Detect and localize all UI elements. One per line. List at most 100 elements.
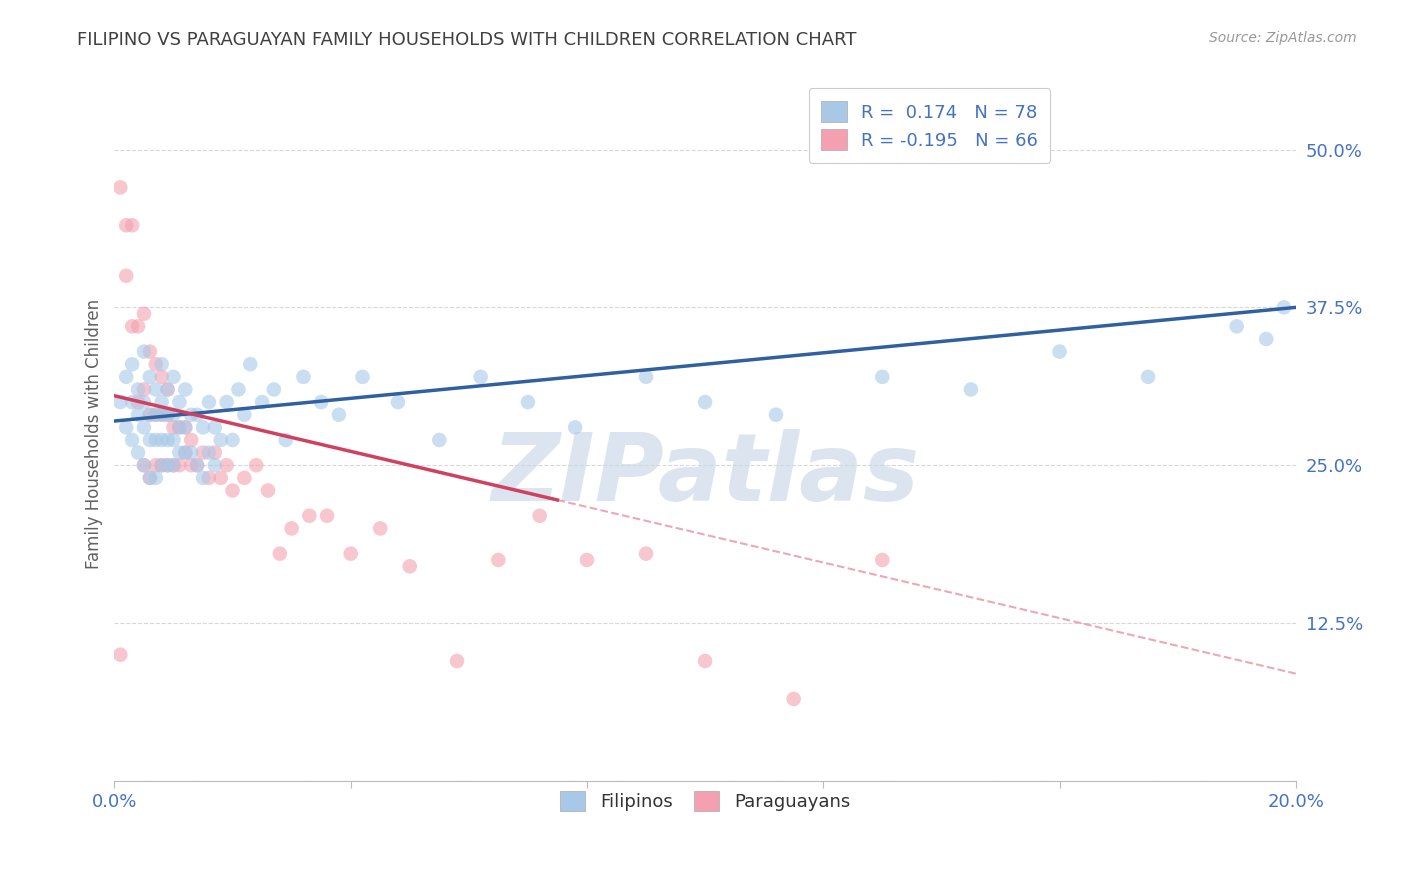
Point [132, 420, 155, 434]
Point [139, 471, 162, 485]
Point [209, 471, 232, 485]
Point [316, 508, 339, 523]
Point [204, 420, 226, 434]
Point [470, 369, 492, 384]
Text: Source: ZipAtlas.com: Source: ZipAtlas.com [1209, 31, 1357, 45]
Point [115, 420, 138, 434]
Point [145, 433, 167, 447]
Point [156, 433, 179, 447]
Point [132, 458, 155, 473]
Point [162, 420, 184, 434]
Point [162, 369, 184, 384]
Text: ZIPatlas: ZIPatlas [491, 429, 920, 521]
Point [115, 369, 138, 384]
Point [309, 395, 332, 409]
Point [121, 395, 143, 409]
Point [121, 357, 143, 371]
Point [127, 408, 149, 422]
Point [139, 344, 162, 359]
Point [516, 395, 538, 409]
Point [191, 445, 214, 459]
Point [257, 483, 280, 498]
Point [132, 458, 155, 473]
Point [150, 408, 173, 422]
Point [132, 344, 155, 359]
Point [150, 395, 173, 409]
Point [209, 433, 232, 447]
Point [634, 547, 657, 561]
Point [228, 383, 250, 397]
Point [115, 268, 138, 283]
Point [145, 471, 167, 485]
Point [239, 357, 262, 371]
Point [156, 458, 179, 473]
Point [960, 383, 983, 397]
Point [180, 458, 202, 473]
Point [872, 369, 894, 384]
Point [127, 319, 149, 334]
Point [693, 654, 716, 668]
Point [139, 369, 162, 384]
Point [339, 547, 361, 561]
Point [1226, 319, 1249, 334]
Point [115, 219, 138, 233]
Point [221, 483, 243, 498]
Point [693, 395, 716, 409]
Point [156, 408, 179, 422]
Point [150, 458, 173, 473]
Point [110, 648, 132, 662]
Point [564, 420, 586, 434]
Point [233, 408, 256, 422]
Point [132, 307, 155, 321]
Point [186, 458, 208, 473]
Point [150, 458, 173, 473]
Point [162, 458, 184, 473]
Point [169, 445, 191, 459]
Point [245, 458, 267, 473]
Point [368, 521, 391, 535]
Point [292, 369, 315, 384]
Point [575, 553, 598, 567]
Point [169, 395, 191, 409]
Point [139, 408, 162, 422]
Point [145, 408, 167, 422]
Point [169, 420, 191, 434]
Point [145, 357, 167, 371]
Point [186, 458, 208, 473]
Point [250, 395, 273, 409]
Point [139, 433, 162, 447]
Point [198, 471, 221, 485]
Point [233, 471, 256, 485]
Point [150, 369, 173, 384]
Point [328, 408, 350, 422]
Point [169, 420, 191, 434]
Point [162, 408, 184, 422]
Point [215, 458, 238, 473]
Point [169, 458, 191, 473]
Point [132, 395, 155, 409]
Point [110, 395, 132, 409]
Point [1256, 332, 1278, 346]
Point [145, 408, 167, 422]
Point [446, 654, 468, 668]
Point [162, 458, 184, 473]
Point [145, 383, 167, 397]
Legend: Filipinos, Paraguayans: Filipinos, Paraguayans [547, 778, 863, 824]
Text: FILIPINO VS PARAGUAYAN FAMILY HOUSEHOLDS WITH CHILDREN CORRELATION CHART: FILIPINO VS PARAGUAYAN FAMILY HOUSEHOLDS… [77, 31, 856, 49]
Point [221, 433, 243, 447]
Point [215, 395, 238, 409]
Point [1049, 344, 1071, 359]
Point [269, 547, 291, 561]
Point [180, 445, 202, 459]
Point [186, 408, 208, 422]
Point [145, 458, 167, 473]
Point [280, 521, 302, 535]
Point [263, 383, 285, 397]
Point [121, 319, 143, 334]
Point [180, 408, 202, 422]
Point [139, 408, 162, 422]
Point [156, 408, 179, 422]
Point [198, 445, 221, 459]
Point [427, 433, 450, 447]
Point [174, 383, 197, 397]
